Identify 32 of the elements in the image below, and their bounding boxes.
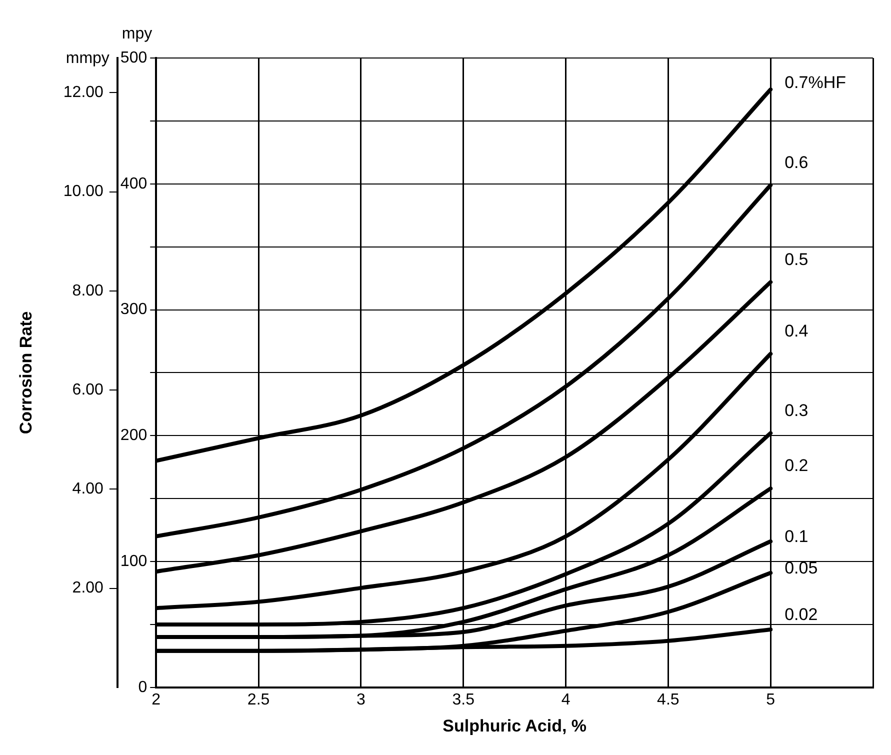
text: Corrosion Rate bbox=[16, 311, 36, 434]
series-label: 0.05 bbox=[784, 558, 818, 578]
series-label: 0.6 bbox=[784, 152, 808, 172]
y-tick-label: 500 bbox=[120, 49, 148, 66]
y2-tick-label: 2.00 bbox=[72, 580, 104, 597]
series-label: 0.7%HF bbox=[784, 73, 846, 92]
x-tick-label: 3 bbox=[356, 691, 366, 708]
text: mmpy bbox=[66, 50, 110, 68]
y2-tick-label: 6.00 bbox=[72, 381, 104, 398]
y-tick-label: 100 bbox=[120, 552, 148, 570]
x-tick-label: 3.5 bbox=[452, 691, 475, 708]
y-tick-label: 200 bbox=[120, 427, 148, 444]
series-label: 0.5 bbox=[784, 250, 808, 269]
x-tick-label: 2.5 bbox=[247, 691, 270, 708]
series-label: 0.3 bbox=[784, 400, 808, 420]
x-tick-label: 2 bbox=[152, 691, 161, 708]
x-axis-title: Sulphuric Acid, % bbox=[442, 716, 587, 736]
y2-tick-label: 10.00 bbox=[63, 183, 104, 200]
x-tick-label: 4.5 bbox=[657, 691, 680, 708]
y-tick-label: 0 bbox=[138, 678, 148, 696]
series-label: 0.4 bbox=[784, 322, 808, 341]
x-tick-label: 4 bbox=[561, 691, 570, 708]
series-label: 0.2 bbox=[784, 456, 808, 476]
y2-tick-label: 12.00 bbox=[63, 84, 104, 102]
text: mpy bbox=[122, 25, 152, 42]
x-tick-label: 5 bbox=[766, 691, 776, 708]
y2-tick-label: 8.00 bbox=[72, 282, 104, 300]
y-tick-label: 300 bbox=[120, 301, 148, 318]
series-label: 0.1 bbox=[784, 527, 808, 546]
y-tick-label: 400 bbox=[120, 175, 148, 192]
y2-tick-label: 4.00 bbox=[72, 480, 104, 498]
series-label: 0.02 bbox=[784, 605, 818, 624]
